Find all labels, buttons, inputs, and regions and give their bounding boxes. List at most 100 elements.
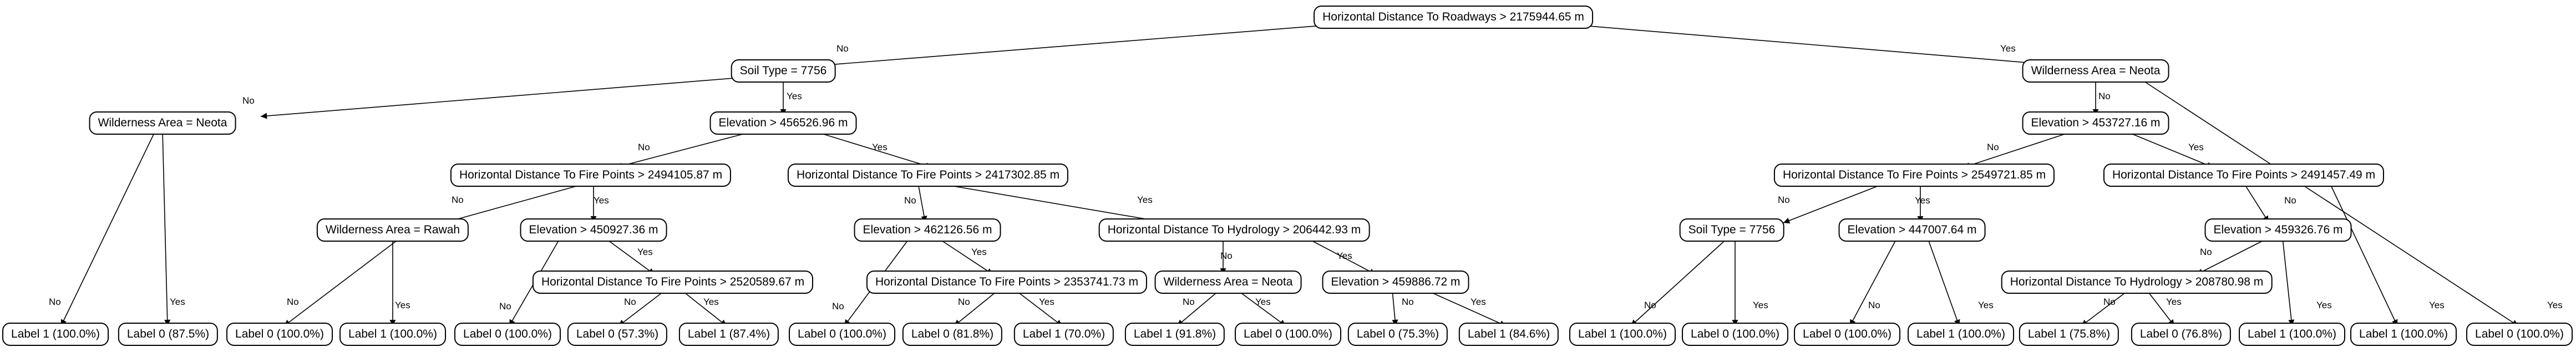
edge-label-yes: Yes (2547, 300, 2563, 310)
edge-label-yes: Yes (1337, 251, 1352, 261)
edge-label-no: No (1220, 251, 1233, 261)
edge-label-yes: Yes (1137, 195, 1153, 205)
node-root: Horizontal Distance To Roadways > 217594… (1314, 6, 1593, 29)
tree-edge (1306, 237, 1376, 275)
node-wilderness-area-neota-b: Wilderness Area = Neota (1154, 271, 1302, 294)
tree-edge (283, 237, 401, 327)
edge-label-yes: Yes (1753, 300, 1768, 310)
node-wilderness-area-neota-a: Wilderness Area = Neota (89, 111, 236, 135)
node-hydrology-208780: Horizontal Distance To Hydrology > 20878… (2001, 271, 2273, 294)
tree-edge (934, 182, 1165, 225)
edge-label-no: No (1778, 195, 1790, 205)
edge-label-yes: Yes (594, 195, 609, 206)
edge-label-yes: Yes (1978, 300, 1994, 310)
tree-edge (1927, 237, 1960, 327)
edge-label-yes: Yes (395, 300, 410, 310)
tree-edge (937, 237, 993, 275)
leaf-node: Label 0 (81.8%) (902, 323, 1003, 346)
leaf-node: Label 0 (100.0%) (2466, 323, 2573, 346)
node-fire-points-2353741: Horizontal Distance To Fire Points > 235… (866, 271, 1148, 294)
edge-label-no: No (1402, 297, 1414, 307)
edge-label-no: No (832, 301, 844, 312)
edge-label-no: No (1868, 300, 1880, 310)
leaf-node: Label 0 (100.0%) (226, 323, 333, 346)
edge-label-no: No (242, 95, 255, 106)
edge-label-yes: Yes (2316, 300, 2332, 310)
leaf-node: Label 0 (100.0%) (1794, 323, 1900, 346)
tree-edge (443, 182, 589, 225)
edge-label-yes: Yes (170, 297, 185, 307)
node-fire-points-2417302: Horizontal Distance To Fire Points > 241… (787, 164, 1069, 187)
tree-edge (604, 237, 655, 275)
tree-edge (2081, 289, 2129, 327)
tree-edge (2282, 237, 2295, 327)
edge-label-yes: Yes (872, 142, 888, 152)
node-wilderness-area-neota-c: Wilderness Area = Neota (2022, 59, 2169, 83)
edge-label-yes: Yes (2166, 297, 2182, 307)
node-elevation-459326: Elevation > 459326.76 m (2204, 218, 2352, 242)
leaf-node: Label 0 (100.0%) (789, 323, 895, 346)
edge-label-yes: Yes (1915, 195, 1930, 206)
leaf-node: Label 1 (70.0%) (1013, 323, 1114, 346)
edge-label-no: No (287, 297, 299, 307)
node-elevation-453727: Elevation > 453727.16 m (2022, 111, 2169, 135)
tree-edge (812, 130, 932, 169)
edge-label-no: No (2284, 195, 2296, 206)
node-fire-points-2491457: Horizontal Distance To Fire Points > 249… (2103, 164, 2385, 187)
edge-label-no: No (836, 43, 849, 54)
tree-edge (917, 182, 927, 223)
tree-edge (2196, 237, 2269, 275)
leaf-node: Label 0 (87.5%) (118, 323, 219, 346)
edge-label-no: No (49, 297, 61, 307)
edge-label-yes: Yes (1255, 297, 1271, 307)
edge-label-no: No (452, 195, 464, 205)
leaf-node: Label 1 (100.0%) (339, 323, 446, 346)
edge-label-no: No (2098, 91, 2111, 101)
tree-edge (2138, 77, 2519, 327)
node-soil-type-7756-a: Soil Type = 7756 (731, 59, 836, 83)
edge-label-yes: Yes (2000, 43, 2016, 54)
edge-label-yes: Yes (637, 247, 653, 257)
leaf-node: Label 0 (100.0%) (454, 323, 561, 346)
tree-edge (2329, 182, 2398, 327)
node-hydrology-206442: Horizontal Distance To Hydrology > 20644… (1098, 218, 1370, 242)
tree-edge (1392, 289, 1398, 327)
edge-label-no: No (904, 195, 916, 206)
edge-label-no: No (1987, 142, 1999, 152)
node-fire-points-2549721: Horizontal Distance To Fire Points > 254… (1773, 164, 2055, 187)
tree-edge (618, 289, 666, 327)
node-elevation-450927: Elevation > 450927.36 m (520, 218, 667, 242)
edge-label-no: No (958, 297, 970, 307)
tree-edge (681, 289, 727, 327)
edge-label-no: No (638, 142, 650, 152)
node-elevation-459886: Elevation > 459886.72 m (1322, 271, 1469, 294)
tree-edge (2146, 289, 2175, 327)
edge-label-yes: Yes (703, 297, 719, 307)
tree-edge (2243, 182, 2269, 223)
node-elevation-462126: Elevation > 462126.56 m (854, 218, 1001, 242)
leaf-node: Label 0 (76.8%) (2131, 323, 2232, 346)
tree-edge (1015, 289, 1063, 327)
leaf-node: Label 0 (100.0%) (1235, 323, 1341, 346)
node-fire-points-2494105: Horizontal Distance To Fire Points > 249… (450, 164, 732, 187)
tree-edge (2124, 130, 2214, 168)
node-soil-type-7756-b: Soil Type = 7756 (1679, 218, 1784, 242)
leaf-node: Label 0 (100.0%) (1682, 323, 1788, 346)
leaf-node: Label 1 (100.0%) (2, 323, 109, 346)
edge-label-yes: Yes (1039, 297, 1054, 307)
tree-edge (1630, 237, 1728, 327)
leaf-node: Label 0 (75.3%) (1347, 323, 1448, 346)
leaf-node: Label 1 (100.0%) (1569, 323, 1676, 346)
leaf-node: Label 1 (100.0%) (2239, 323, 2345, 346)
tree-edge (1849, 237, 1898, 327)
leaf-node: Label 1 (87.4%) (678, 323, 779, 346)
tree-edge (60, 130, 156, 327)
tree-edge (820, 22, 1365, 68)
tree-edge (260, 76, 755, 119)
tree-edge (1541, 22, 2061, 68)
edge-label-no: No (499, 301, 511, 312)
node-fire-points-2520589: Horizontal Distance To Fire Points > 252… (532, 271, 814, 294)
edge-label-no: No (1644, 300, 1656, 310)
